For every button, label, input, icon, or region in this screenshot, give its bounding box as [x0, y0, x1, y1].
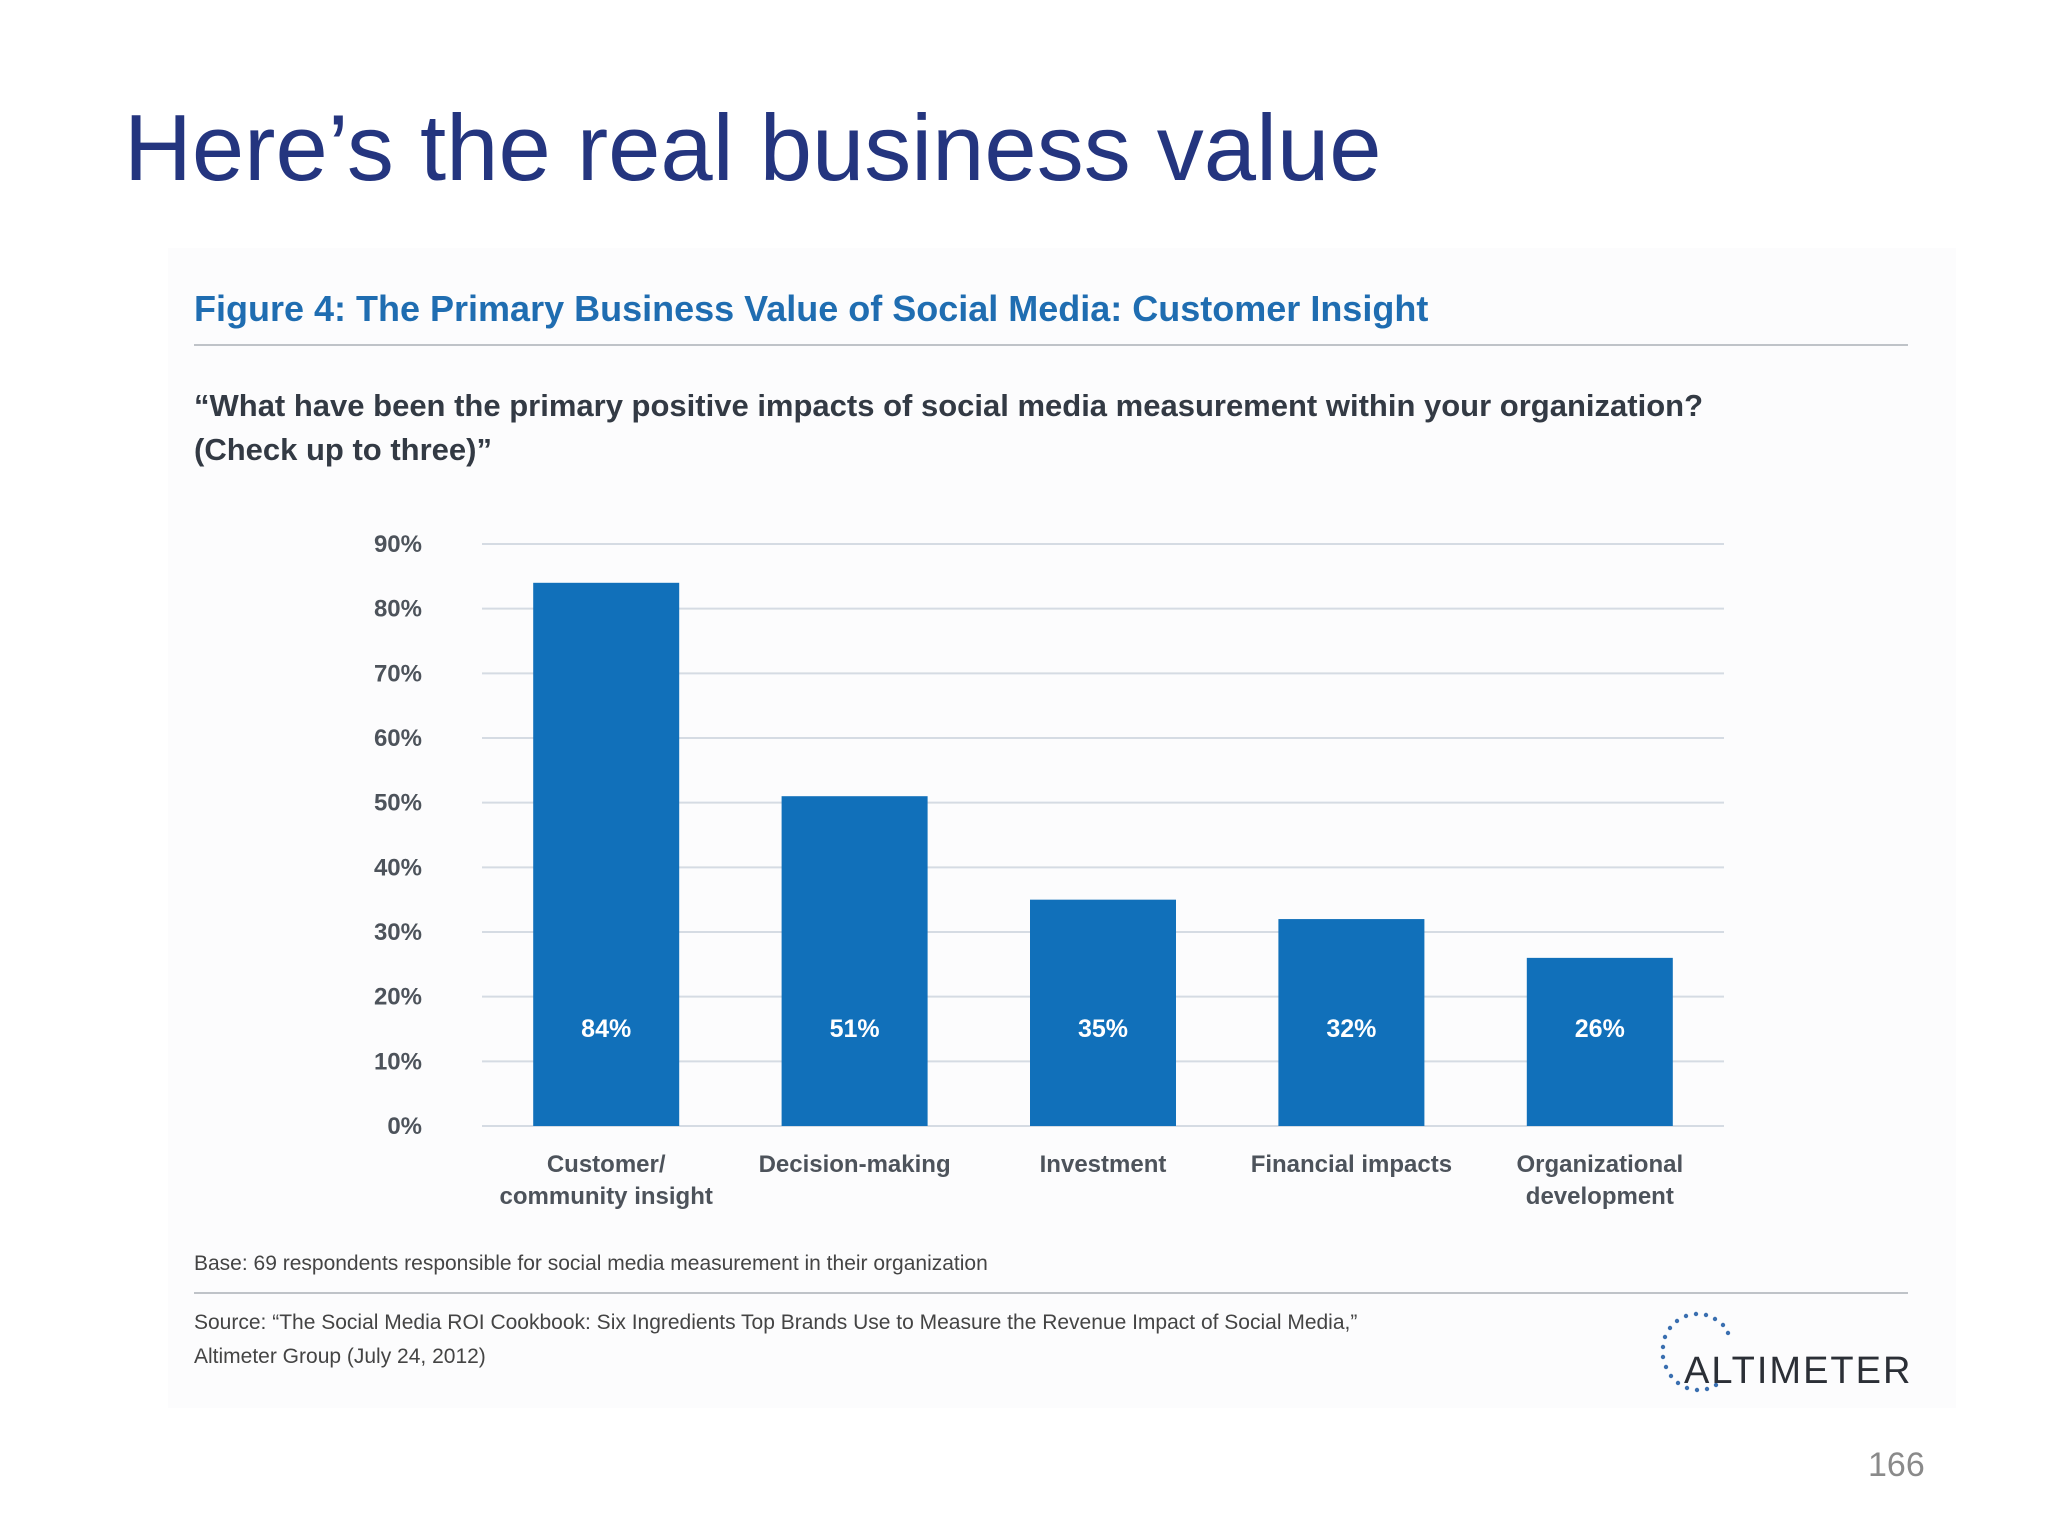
bar — [781, 796, 928, 1126]
y-tick-label: 60% — [374, 725, 422, 752]
y-tick-label: 0% — [387, 1113, 422, 1140]
page-number: 166 — [1868, 1446, 1925, 1484]
source-divider — [194, 1292, 1908, 1294]
survey-question-line-2: (Check up to three)” — [194, 432, 492, 467]
survey-question: “What have been the primary positive imp… — [194, 384, 1914, 472]
logo-ring-icon — [1660, 1311, 1731, 1393]
bar-value-label: 35% — [1078, 1015, 1128, 1043]
category-label: Organizational — [1516, 1151, 1683, 1178]
survey-question-line-1: “What have been the primary positive imp… — [194, 388, 1704, 423]
figure-card — [168, 248, 1956, 1408]
y-tick-label: 70% — [374, 660, 422, 687]
y-tick-label: 50% — [374, 790, 422, 817]
slide-title: Here’s the real business value — [124, 95, 1382, 200]
category-label: Customer/ — [547, 1151, 666, 1178]
logo-text: ALTIMETER — [1684, 1350, 1913, 1392]
bar-value-label: 32% — [1326, 1015, 1376, 1043]
source-note-line-1: Source: “The Social Media ROI Cookbook: … — [194, 1311, 1358, 1334]
bar-value-label: 51% — [830, 1015, 880, 1043]
category-label: development — [1526, 1183, 1674, 1210]
y-tick-label: 30% — [374, 919, 422, 946]
figure-title-divider — [194, 344, 1908, 346]
y-tick-label: 90% — [374, 531, 422, 558]
bar — [1278, 919, 1425, 1126]
y-tick-label: 20% — [374, 984, 422, 1011]
category-label: Investment — [1040, 1151, 1167, 1178]
altimeter-logo: ALTIMETER — [1644, 1306, 1924, 1406]
figure-title: Figure 4: The Primary Business Value of … — [194, 288, 1429, 329]
category-label: community insight — [500, 1183, 713, 1210]
category-label: Decision-making — [759, 1151, 951, 1178]
bar-chart: 0% 10% 20% 30% 40% 50% 60% 70% 80% 90% 84% Customer… — [374, 531, 1724, 1210]
y-tick-label: 10% — [374, 1048, 422, 1075]
y-tick-label: 80% — [374, 596, 422, 623]
bar — [1526, 957, 1673, 1126]
bar-value-label: 26% — [1575, 1015, 1625, 1043]
source-note: Source: “The Social Media ROI Cookbook: … — [194, 1306, 1357, 1374]
category-label: Financial impacts — [1251, 1151, 1452, 1178]
base-note: Base: 69 respondents responsible for soc… — [194, 1252, 988, 1275]
bar — [1030, 899, 1176, 1126]
bar — [533, 582, 680, 1126]
y-tick-label: 40% — [374, 854, 422, 881]
source-note-line-2: Altimeter Group (July 24, 2012) — [194, 1345, 486, 1368]
bar-value-label: 84% — [581, 1015, 631, 1043]
